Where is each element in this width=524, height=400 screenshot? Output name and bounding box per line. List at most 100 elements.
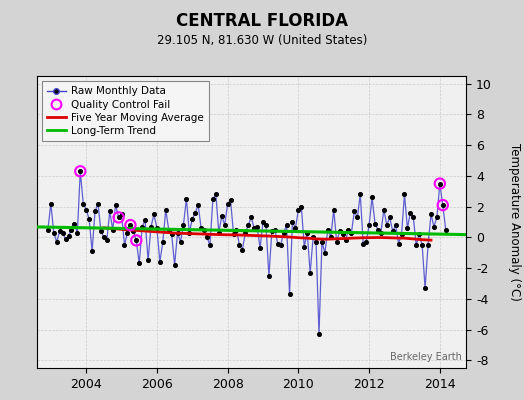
Point [397, 231, 406, 238]
Text: 29.105 N, 81.630 W (United States): 29.105 N, 81.630 W (United States) [157, 34, 367, 47]
Point [326, 234, 335, 240]
Point [359, 240, 367, 247]
Point [265, 272, 273, 279]
Point [286, 291, 294, 298]
Point [156, 259, 164, 265]
Point [226, 197, 235, 204]
Point [221, 222, 229, 228]
Point [188, 216, 196, 222]
Point [435, 180, 444, 187]
Point [412, 242, 420, 248]
Point [306, 270, 314, 276]
Point [176, 239, 184, 245]
Point [132, 237, 140, 244]
Point [282, 222, 291, 228]
Point [262, 222, 270, 228]
Point [380, 206, 388, 213]
Point [100, 234, 108, 240]
Point [427, 211, 435, 218]
Point [191, 210, 200, 216]
Point [144, 257, 152, 264]
Point [288, 219, 297, 225]
Point [117, 211, 126, 218]
Point [152, 225, 161, 231]
Point [383, 222, 391, 228]
Point [94, 200, 102, 207]
Point [173, 230, 182, 236]
Point [350, 208, 358, 214]
Point [395, 240, 403, 247]
Point [279, 230, 288, 236]
Point [185, 230, 193, 236]
Point [300, 243, 309, 250]
Point [377, 230, 385, 236]
Point [238, 246, 247, 253]
Point [433, 214, 441, 220]
Point [409, 214, 418, 220]
Point [200, 226, 208, 233]
Point [147, 224, 155, 230]
Point [179, 222, 188, 228]
Point [335, 228, 344, 234]
Point [386, 214, 394, 220]
Point [64, 233, 73, 239]
Point [126, 222, 135, 228]
Point [230, 231, 238, 238]
Point [88, 248, 96, 254]
Point [91, 208, 99, 214]
Point [108, 226, 117, 233]
Point [58, 230, 67, 236]
Point [439, 202, 447, 208]
Point [103, 237, 111, 244]
Point [324, 226, 332, 233]
Point [241, 230, 249, 236]
Text: Berkeley Earth: Berkeley Earth [390, 352, 462, 362]
Point [424, 242, 432, 248]
Y-axis label: Temperature Anomaly (°C): Temperature Anomaly (°C) [508, 143, 521, 301]
Point [315, 331, 323, 337]
Point [421, 285, 429, 291]
Point [212, 191, 220, 198]
Point [435, 180, 444, 187]
Point [121, 242, 129, 248]
Point [303, 230, 311, 236]
Point [297, 204, 305, 210]
Point [353, 214, 362, 220]
Point [318, 239, 326, 245]
Point [168, 231, 176, 238]
Point [52, 239, 61, 245]
Legend: Raw Monthly Data, Quality Control Fail, Five Year Moving Average, Long-Term Tren: Raw Monthly Data, Quality Control Fail, … [42, 81, 209, 141]
Point [250, 225, 258, 231]
Point [339, 231, 347, 238]
Point [256, 245, 264, 251]
Point [442, 226, 450, 233]
Point [217, 213, 226, 219]
Point [67, 226, 75, 233]
Point [123, 230, 132, 236]
Point [309, 234, 318, 240]
Point [132, 237, 140, 244]
Point [129, 228, 137, 234]
Point [76, 168, 84, 174]
Point [403, 225, 411, 231]
Point [106, 208, 114, 214]
Point [365, 222, 373, 228]
Point [165, 226, 173, 233]
Point [47, 200, 55, 207]
Point [391, 222, 400, 228]
Point [126, 222, 135, 228]
Point [439, 202, 447, 208]
Point [333, 239, 341, 245]
Point [259, 219, 267, 225]
Point [215, 230, 223, 236]
Point [135, 260, 144, 267]
Point [244, 222, 253, 228]
Point [138, 224, 146, 230]
Point [344, 226, 353, 233]
Point [97, 228, 105, 234]
Point [400, 191, 409, 198]
Point [362, 239, 370, 245]
Text: CENTRAL FLORIDA: CENTRAL FLORIDA [176, 12, 348, 30]
Point [371, 220, 379, 227]
Point [247, 214, 255, 220]
